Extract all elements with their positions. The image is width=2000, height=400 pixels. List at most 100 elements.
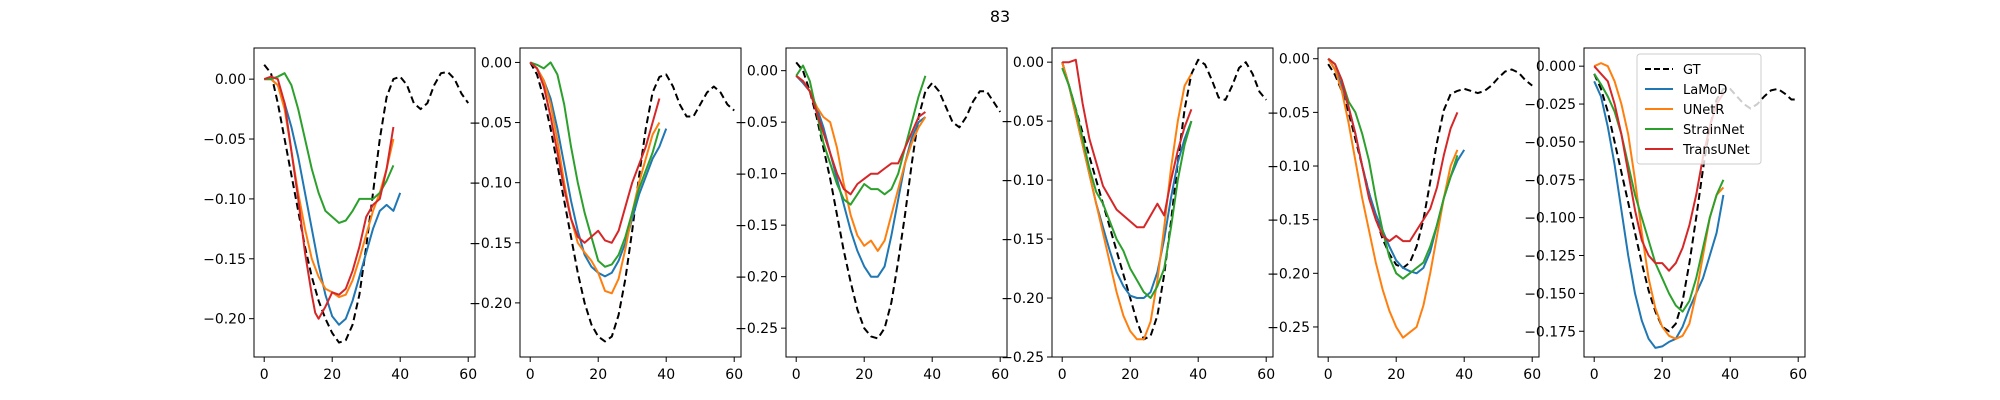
- panel-6: 0 20 40 60 0.000 −0.025 −0.050 −0.075 −0.100 −0.1…: [1524, 47, 1807, 383]
- x-tick-label: 20: [1653, 367, 1671, 383]
- y-tick-label: −0.20: [203, 312, 246, 328]
- panel-series-group: [1061, 58, 1267, 341]
- series-line-gt: [1327, 63, 1533, 269]
- x-tick-label: 40: [1721, 367, 1739, 383]
- y-tick-label: −0.15: [469, 236, 512, 252]
- y-tick-label: 0.00: [481, 55, 512, 71]
- series-line-gt: [263, 64, 470, 344]
- y-tick-label: −0.10: [1001, 173, 1044, 189]
- x-tick-label: 20: [1121, 367, 1139, 383]
- y-tick-label: −0.25: [1267, 320, 1310, 336]
- series-line-gt: [529, 61, 735, 343]
- series-line-gt: [795, 61, 1002, 340]
- legend-label-transunet: TransUNet: [1682, 143, 1750, 158]
- y-tick-label: −0.125: [1524, 249, 1576, 265]
- legend-label-gt: GT: [1683, 63, 1701, 78]
- y-tick-label: −0.150: [1524, 286, 1576, 302]
- y-tick-label: −0.10: [735, 167, 778, 183]
- x-tick-label: 60: [459, 367, 477, 383]
- x-tick-label: 60: [1523, 367, 1541, 383]
- x-tick-label: 40: [1189, 367, 1207, 383]
- panel-series-group: [263, 64, 470, 344]
- figure-suptitle: 83: [990, 7, 1010, 26]
- panel-1: 0 20 40 60 0.00 −0.05 −0.10 −0.15 −0.20: [203, 47, 477, 383]
- y-tick-label: −0.15: [203, 252, 246, 268]
- y-tick-label: −0.10: [469, 176, 512, 192]
- x-tick-label: 60: [1257, 367, 1275, 383]
- x-tick-label: 0: [792, 367, 801, 383]
- x-tick-label: 40: [1455, 367, 1473, 383]
- y-tick-label: 0.00: [747, 64, 778, 80]
- panel-frame: [1583, 47, 1806, 358]
- x-tick-label: 0: [260, 367, 269, 383]
- panel-2: 0 20 40 60 0.00 −0.05 −0.10 −0.15 −0.20: [469, 47, 743, 383]
- legend-label-strainnet: StrainNet: [1683, 123, 1744, 138]
- y-tick-label: −0.100: [1524, 211, 1576, 227]
- x-tick-label: 0: [526, 367, 535, 383]
- series-line-strainnet: [1327, 57, 1459, 280]
- panel-frame: [1051, 47, 1274, 358]
- y-tick-label: 0.000: [1536, 59, 1576, 75]
- panel-3: 0 20 40 60 0.00 −0.05 −0.10 −0.15 −0.20 −0.25: [735, 47, 1009, 383]
- panels: 0 20 40 60 0.00 −0.05 −0.10 −0.15 −0.20 0 20 40 60 0.…: [203, 47, 1807, 383]
- legend: GT LaMoD UNetR StrainNet TransUNet: [1636, 53, 1762, 165]
- x-tick-label: 0: [1058, 367, 1067, 383]
- x-tick-label: 60: [1789, 367, 1807, 383]
- x-tick-label: 20: [323, 367, 341, 383]
- panel-series-group: [529, 61, 735, 343]
- y-tick-label: −0.15: [735, 218, 778, 234]
- x-tick-label: 0: [1590, 367, 1599, 383]
- y-tick-label: −0.025: [1524, 97, 1576, 113]
- series-line-strainnet: [1061, 67, 1193, 299]
- x-tick-label: 20: [1387, 367, 1405, 383]
- y-tick-label: −0.175: [1524, 324, 1576, 340]
- series-line-lamod: [264, 78, 402, 326]
- panel-series-group: [795, 61, 1002, 340]
- series-line-unetr: [529, 61, 661, 295]
- series-line-lamod: [1327, 58, 1466, 275]
- y-tick-label: −0.075: [1524, 173, 1576, 189]
- panel-frame: [785, 47, 1008, 358]
- panel-frame: [1317, 47, 1540, 358]
- series-line-strainnet: [1593, 73, 1725, 313]
- x-tick-label: 40: [923, 367, 941, 383]
- series-line-strainnet: [795, 64, 927, 206]
- x-tick-label: 60: [725, 367, 743, 383]
- y-tick-label: −0.20: [469, 296, 512, 312]
- y-tick-label: −0.05: [1001, 114, 1044, 130]
- y-tick-label: −0.20: [1267, 266, 1310, 282]
- panel-4: 0 20 40 60 0.00 −0.05 −0.10 −0.15 −0.20 −0.25: [1001, 47, 1275, 383]
- y-tick-label: −0.20: [735, 270, 778, 286]
- x-tick-label: 0: [1324, 367, 1333, 383]
- series-line-transunet: [1062, 58, 1193, 229]
- y-tick-label: −0.15: [1267, 213, 1310, 229]
- series-line-transunet: [263, 75, 395, 320]
- panel-5: 0 20 40 60 0.00 −0.05 −0.10 −0.15 −0.20 −0.25: [1267, 47, 1541, 383]
- y-tick-label: −0.05: [1267, 105, 1310, 121]
- x-tick-label: 20: [855, 367, 873, 383]
- legend-label-unetr: UNetR: [1683, 103, 1724, 118]
- y-tick-label: 0.00: [1013, 55, 1044, 71]
- x-tick-label: 20: [589, 367, 607, 383]
- y-tick-label: 0.00: [1279, 52, 1310, 68]
- series-line-strainnet: [529, 61, 661, 268]
- series-line-lamod: [1593, 80, 1725, 349]
- x-tick-label: 40: [657, 367, 675, 383]
- y-tick-label: −0.05: [203, 132, 246, 148]
- x-tick-label: 40: [391, 367, 409, 383]
- y-tick-label: −0.05: [469, 116, 512, 132]
- series-line-transunet: [1327, 57, 1459, 243]
- panel-frame: [519, 47, 742, 358]
- y-tick-label: 0.00: [215, 72, 246, 88]
- y-tick-label: −0.25: [1001, 350, 1044, 366]
- series-line-unetr: [1593, 62, 1725, 340]
- panel-frame: [253, 47, 476, 358]
- y-tick-label: −0.15: [1001, 232, 1044, 248]
- y-tick-label: −0.25: [735, 321, 778, 337]
- series-line-transunet: [529, 61, 661, 244]
- y-tick-label: −0.20: [1001, 291, 1044, 307]
- legend-label-lamod: LaMoD: [1683, 83, 1727, 98]
- series-line-gt: [1593, 73, 1799, 333]
- series-line-transunet: [795, 75, 926, 196]
